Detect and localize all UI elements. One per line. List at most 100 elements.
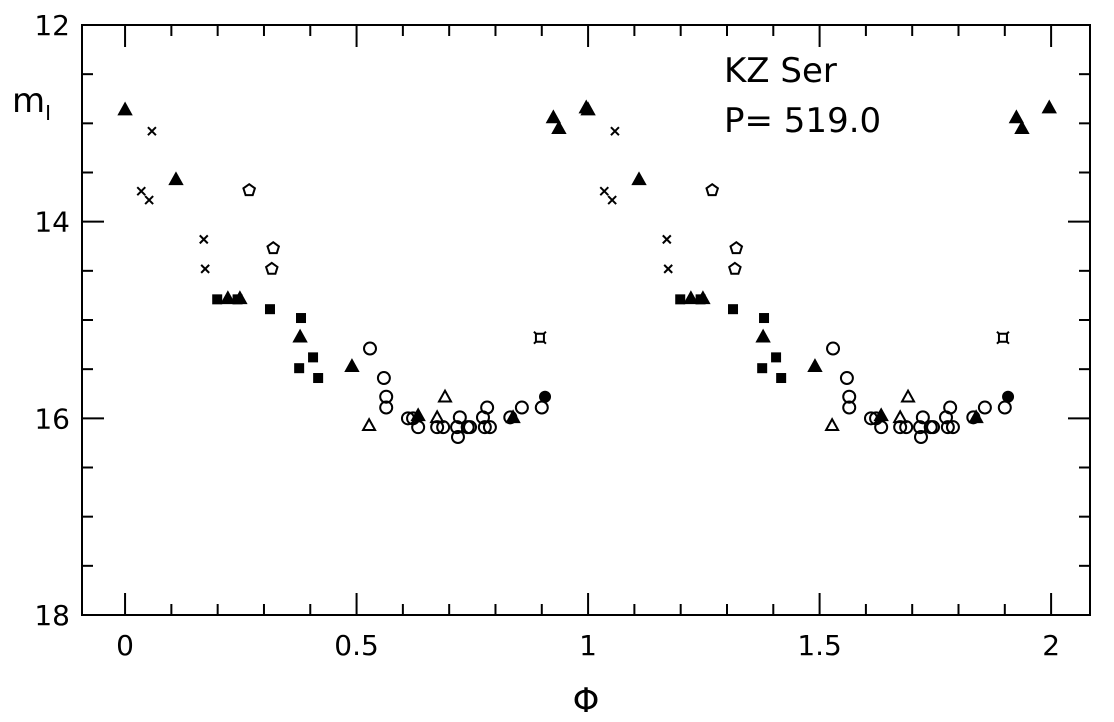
- x-tick-label: 1: [579, 629, 597, 662]
- x-axis-label: Φ: [573, 681, 600, 721]
- data-point-circle: [874, 420, 889, 435]
- data-point-circle-filled: [539, 390, 552, 403]
- data-point-pentagon: [705, 182, 720, 197]
- data-point-pentagon: [266, 240, 281, 255]
- data-point-circle: [480, 400, 495, 415]
- y-tick-label: 12: [34, 9, 70, 42]
- data-point-star-square: [533, 330, 547, 345]
- data-point-circle: [839, 371, 854, 386]
- y-axis-label-main: m: [12, 81, 45, 121]
- annotation-star-name: KZ Ser: [724, 51, 837, 91]
- data-point-pentagon: [264, 261, 279, 275]
- axis-tick-labels: 0 0.5 1 1.5 2 12 14 16 18: [34, 9, 1060, 662]
- data-point-circle: [452, 410, 467, 425]
- y-tick-label: 16: [34, 402, 70, 435]
- data-point-triangle: [1008, 109, 1025, 124]
- data-point-cross: [144, 195, 154, 205]
- data-point-circle: [945, 420, 960, 435]
- data-point-circle: [482, 420, 497, 435]
- data-point-circle: [503, 410, 518, 425]
- x-tick-label: 0.5: [334, 629, 379, 662]
- data-point-cross: [200, 264, 210, 274]
- data-point-triangle: [683, 290, 699, 305]
- data-point-circle: [463, 420, 478, 435]
- data-point-square: [264, 304, 275, 315]
- data-point-circle: [400, 411, 415, 426]
- data-point-cross: [610, 126, 620, 136]
- data-points: [117, 99, 1057, 445]
- data-point-circle: [913, 430, 928, 445]
- data-point-triangle: [344, 358, 360, 373]
- data-point-triangle: [220, 290, 236, 305]
- data-point-circle: [926, 420, 941, 435]
- data-point-square: [294, 363, 305, 374]
- data-point-triangle: [1041, 99, 1057, 114]
- data-point-triangle: [578, 99, 594, 114]
- axis-ticks: [82, 24, 1090, 616]
- data-point-cross: [607, 195, 617, 205]
- data-point-square: [232, 294, 243, 305]
- data-point-circle: [477, 420, 492, 435]
- data-point-cross: [199, 234, 209, 245]
- data-point-circle: [899, 420, 914, 435]
- data-point-star-square: [996, 330, 1010, 345]
- data-point-circle: [977, 400, 992, 415]
- data-point-circle: [997, 400, 1012, 415]
- x-tick-label: 2: [1042, 629, 1060, 662]
- data-point-triangle: [117, 101, 133, 116]
- data-point-square: [757, 363, 768, 374]
- data-point-circle: [514, 400, 529, 415]
- data-point-circle: [940, 420, 955, 435]
- data-point-cross: [147, 126, 157, 136]
- data-point-triangle: [900, 388, 916, 403]
- data-point-circle: [966, 410, 981, 425]
- data-point-circle: [379, 400, 394, 415]
- data-point-triangle: [545, 109, 562, 124]
- data-point-square: [675, 294, 686, 305]
- x-tick-label: 1.5: [797, 629, 842, 662]
- data-point-triangle: [168, 171, 184, 186]
- data-point-triangle: [824, 417, 840, 432]
- data-point-circle: [943, 400, 958, 415]
- x-tick-label: 0: [116, 629, 134, 662]
- data-point-triangle: [361, 417, 377, 432]
- data-point-circle: [893, 420, 908, 435]
- y-tick-label: 18: [34, 599, 70, 632]
- data-point-circle-filled: [1002, 390, 1015, 403]
- data-point-square: [296, 313, 307, 324]
- data-point-circle: [363, 341, 377, 356]
- data-point-triangle: [631, 171, 647, 186]
- annotation-period: P= 519.0: [724, 101, 881, 141]
- data-point-square: [313, 373, 324, 384]
- data-point-circle: [842, 400, 857, 415]
- data-point-square: [212, 294, 223, 305]
- y-axis-label: mI: [12, 81, 51, 125]
- data-point-circle: [842, 389, 857, 404]
- data-point-circle: [863, 411, 878, 426]
- data-point-pentagon: [242, 182, 257, 197]
- data-point-cross: [136, 186, 146, 196]
- data-point-triangle: [1014, 120, 1030, 135]
- data-point-square: [776, 373, 787, 384]
- data-point-square: [308, 352, 319, 363]
- data-point-circle: [436, 420, 451, 435]
- data-point-cross: [663, 264, 673, 274]
- data-point-circle: [915, 410, 930, 425]
- data-point-square: [728, 304, 739, 315]
- data-point-triangle: [292, 328, 308, 343]
- y-tick-label: 14: [34, 206, 70, 239]
- data-point-cross: [662, 234, 672, 245]
- data-point-square: [771, 352, 782, 363]
- data-point-square: [759, 313, 770, 324]
- data-point-circle: [379, 389, 394, 404]
- data-point-circle: [450, 430, 465, 445]
- data-point-circle: [826, 341, 841, 356]
- data-point-triangle: [437, 388, 453, 403]
- data-point-cross: [599, 186, 609, 196]
- data-point-circle: [411, 420, 426, 435]
- data-point-pentagon: [728, 261, 742, 275]
- data-point-circle: [376, 371, 391, 386]
- data-point-triangle: [807, 358, 823, 373]
- y-axis-label-sub: I: [45, 101, 51, 125]
